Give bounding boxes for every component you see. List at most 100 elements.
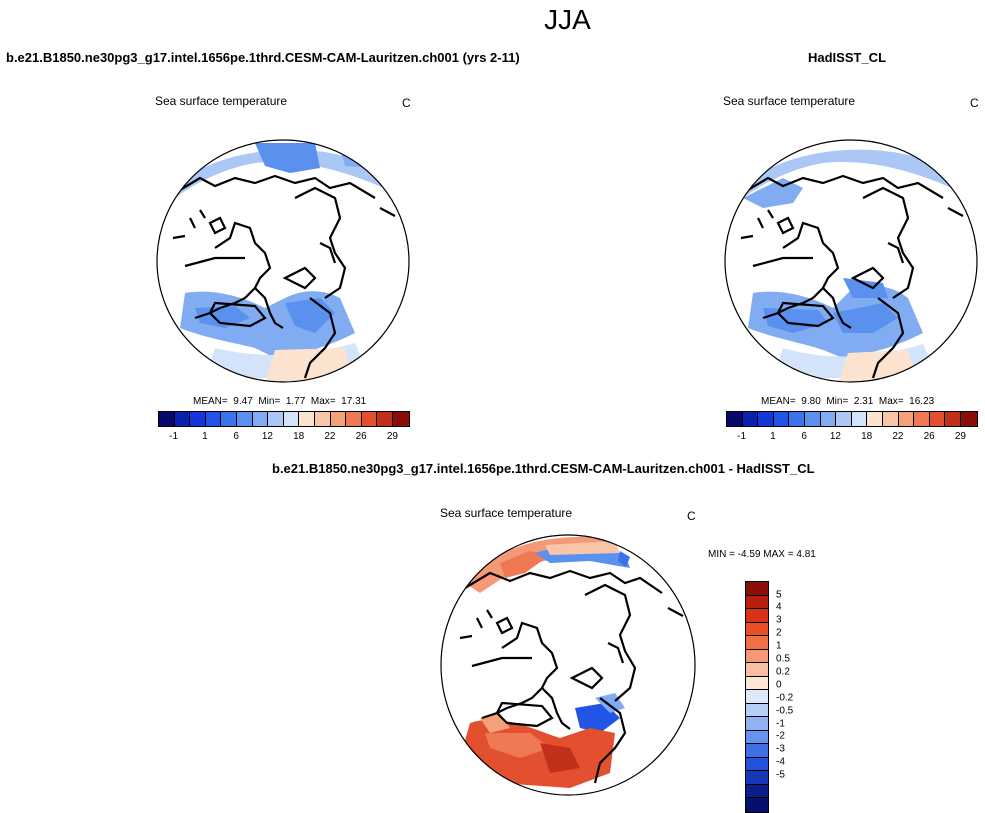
colorbar-tick-label: 22 — [324, 431, 336, 442]
colorbar-swatch — [804, 412, 821, 426]
colorbar-swatch — [746, 703, 768, 717]
colorbar-swatch — [836, 412, 852, 426]
colorbar-level-label: 1 — [776, 640, 782, 652]
colorbar-tick-label: 26 — [355, 431, 367, 442]
colorbar-swatch — [746, 717, 768, 731]
diff-variable-label: Sea surface temperature — [440, 506, 573, 520]
colorbar-tick-label: 26 — [923, 431, 935, 442]
colorbar-tick-label: 29 — [386, 431, 398, 442]
obs-polar-map — [724, 139, 978, 383]
colorbar-swatch — [727, 412, 743, 426]
model-colorbar-ticks: -1 1 6 12 18 22 26 29 — [158, 431, 408, 445]
colorbar-swatch — [377, 412, 393, 426]
colorbar-swatch — [190, 412, 206, 426]
colorbar-swatch — [236, 412, 253, 426]
colorbar-swatch — [746, 636, 768, 650]
colorbar-swatch — [746, 690, 768, 704]
colorbar-level-label: -0.2 — [776, 692, 794, 704]
colorbar-tick-label: 6 — [801, 431, 807, 442]
diff-colorbar — [745, 581, 769, 813]
colorbar-tick-label: -1 — [169, 431, 179, 442]
colorbar-swatch — [314, 412, 331, 426]
colorbar-swatch — [945, 412, 961, 426]
colorbar-swatch — [746, 744, 768, 758]
diff-colorbar-labels: 5 4 3 2 1 0.5 0.2 0 -0.2 -0.5 -1 -2 -3 -4 -5 — [776, 581, 816, 791]
colorbar-swatch — [742, 412, 759, 426]
colorbar-swatch — [746, 676, 768, 690]
colorbar-swatch — [330, 412, 347, 426]
model-max-value: 17.31 — [341, 396, 367, 407]
colorbar-swatch — [346, 412, 362, 426]
colorbar-swatch — [746, 757, 768, 771]
colorbar-swatch — [746, 730, 768, 744]
colorbar-swatch — [746, 582, 768, 596]
model-variable-label: Sea surface temperature — [155, 94, 288, 108]
colorbar-tick-label: 1 — [202, 431, 208, 442]
diff-min-max-label: MIN = -4.59 MAX = 4.81 — [708, 549, 816, 560]
colorbar-swatch — [221, 412, 237, 426]
colorbar-swatch — [758, 412, 774, 426]
model-min-label: Min= — [258, 396, 281, 407]
colorbar-swatch — [789, 412, 805, 426]
model-mean-label: MEAN= — [193, 396, 228, 407]
obs-mean-value: 9.80 — [801, 396, 821, 407]
obs-variable-label: Sea surface temperature — [723, 94, 856, 108]
diff-units-label: C — [687, 509, 696, 523]
colorbar-level-label: 0.5 — [776, 653, 790, 665]
obs-mean-label: MEAN= — [761, 396, 796, 407]
model-mean-value: 9.47 — [233, 396, 253, 407]
colorbar-level-label: -4 — [776, 756, 785, 768]
colorbar-tick-label: 18 — [861, 431, 873, 442]
obs-min-label: Min= — [826, 396, 849, 407]
obs-max-label: Max= — [878, 396, 904, 407]
colorbar-level-label: -3 — [776, 743, 785, 755]
colorbar-swatch — [746, 595, 768, 609]
colorbar-tick-label: 1 — [770, 431, 776, 442]
colorbar-swatch — [283, 412, 300, 426]
obs-colorbar — [726, 411, 978, 427]
colorbar-swatch — [252, 412, 269, 426]
colorbar-level-label: -2 — [776, 730, 785, 742]
obs-units-label: C — [970, 96, 979, 110]
colorbar-swatch — [746, 771, 768, 785]
colorbar-tick-label: 18 — [293, 431, 305, 442]
colorbar-swatch — [867, 412, 883, 426]
colorbar-level-label: 5 — [776, 589, 782, 600]
colorbar-swatch — [159, 412, 175, 426]
colorbar-swatch — [392, 412, 409, 426]
model-colorbar — [158, 411, 410, 427]
colorbar-swatch — [960, 412, 977, 426]
colorbar-level-label: 3 — [776, 614, 782, 626]
colorbar-swatch — [929, 412, 946, 426]
model-min-value: 1.77 — [285, 396, 306, 407]
colorbar-swatch — [361, 412, 378, 426]
obs-colorbar-ticks: -1 1 6 12 18 22 26 29 — [726, 431, 976, 445]
colorbar-tick-label: 12 — [829, 431, 841, 442]
colorbar-tick-label: 22 — [892, 431, 904, 442]
colorbar-swatch — [898, 412, 915, 426]
colorbar-swatch — [746, 649, 768, 663]
colorbar-level-label: 0 — [776, 679, 782, 691]
colorbar-swatch — [851, 412, 868, 426]
model-stats: MEAN= 9.47 Min= 1.77 Max= 17.31 — [193, 396, 366, 407]
colorbar-swatch — [268, 412, 284, 426]
diff-polar-map — [440, 534, 696, 796]
colorbar-swatch — [174, 412, 191, 426]
colorbar-swatch — [205, 412, 222, 426]
colorbar-level-label: -0.5 — [776, 705, 794, 717]
colorbar-tick-label: -1 — [737, 431, 747, 442]
diff-panel-title: b.e21.B1850.ne30pg3_g17.intel.1656pe.1th… — [272, 461, 815, 476]
colorbar-swatch — [299, 412, 315, 426]
colorbar-level-label: 0.2 — [776, 666, 790, 678]
colorbar-swatch — [746, 609, 768, 623]
obs-stats: MEAN= 9.80 Min= 2.31 Max= 16.23 — [761, 396, 934, 407]
model-units-label: C — [402, 96, 411, 110]
model-max-label: Max= — [310, 396, 336, 407]
colorbar-swatch — [914, 412, 930, 426]
colorbar-level-label: 2 — [776, 627, 782, 639]
colorbar-tick-label: 6 — [233, 431, 239, 442]
colorbar-swatch — [773, 412, 790, 426]
figure-title: JJA — [544, 4, 591, 35]
obs-min-value: 2.31 — [853, 396, 874, 407]
model-panel-title: b.e21.B1850.ne30pg3_g17.intel.1656pe.1th… — [6, 50, 520, 65]
